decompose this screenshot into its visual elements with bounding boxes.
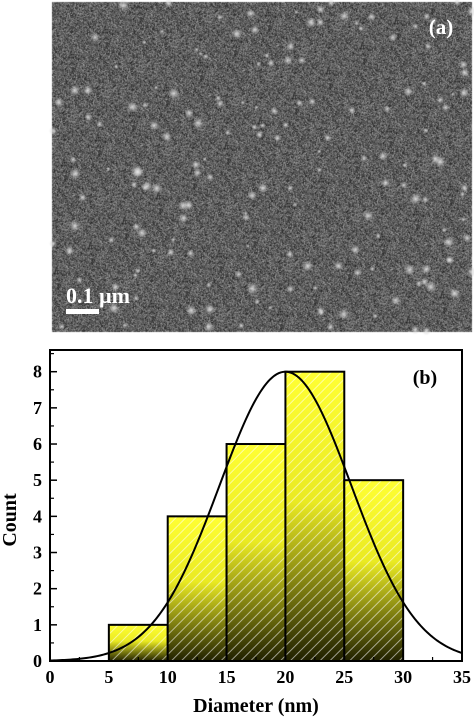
y-tick-label: 5 — [33, 470, 42, 490]
x-tick-label: 25 — [335, 667, 353, 687]
histogram-bar — [284, 370, 346, 662]
gaussian-fit-curve — [50, 370, 462, 661]
x-tick-label: 20 — [276, 667, 294, 687]
y-axis-label: Count — [0, 493, 21, 547]
panel-a-label: (a) — [429, 15, 454, 39]
panel-b-label: (b) — [413, 367, 437, 389]
x-tick-label: 0 — [46, 667, 55, 687]
y-tick-label: 0 — [33, 651, 42, 671]
y-tick-label: 2 — [33, 579, 42, 599]
y-tick-label: 6 — [33, 434, 42, 454]
x-tick-label: 10 — [159, 667, 177, 687]
scale-bar — [66, 309, 99, 314]
axis-tick-labels: 0 5 10 15 20 25 30 35 0 1 2 3 4 5 6 7 8 — [33, 362, 471, 687]
x-tick-label: 15 — [218, 667, 236, 687]
y-tick-label: 7 — [33, 398, 42, 418]
histogram-bar — [225, 443, 287, 662]
x-tick-label: 30 — [394, 667, 412, 687]
x-tick-label: 35 — [453, 667, 471, 687]
y-tick-label: 3 — [33, 543, 42, 563]
scale-bar-label: 0.1 µm — [66, 283, 130, 308]
histogram-bar — [343, 479, 405, 662]
x-tick-label: 5 — [104, 667, 113, 687]
y-tick-label: 4 — [33, 506, 42, 526]
axis-ticks — [49, 353, 463, 662]
y-tick-label: 1 — [33, 615, 42, 635]
histogram-bars — [107, 370, 405, 663]
histogram-bar — [107, 623, 169, 663]
y-tick-label: 8 — [33, 362, 42, 382]
x-axis-label: Diameter (nm) — [193, 695, 319, 717]
